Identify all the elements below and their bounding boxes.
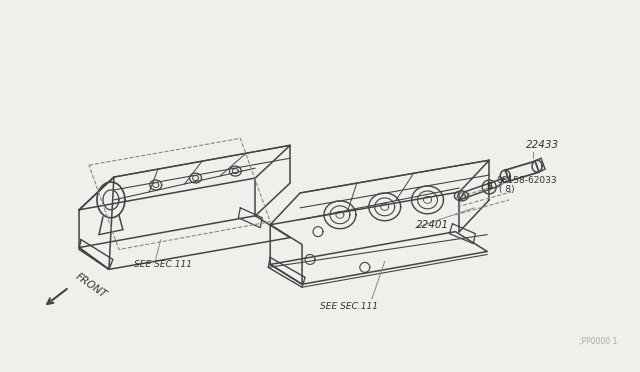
Text: ( 8): ( 8) <box>499 185 515 194</box>
Text: FRONT: FRONT <box>73 271 108 299</box>
Text: B: B <box>486 183 492 192</box>
Text: SEE SEC.111: SEE SEC.111 <box>134 260 192 269</box>
Text: 22433: 22433 <box>526 140 559 150</box>
Text: ;PP0000 1: ;PP0000 1 <box>579 337 617 346</box>
Text: 08158-62033: 08158-62033 <box>496 176 557 185</box>
Text: SEE SEC.111: SEE SEC.111 <box>320 302 378 311</box>
Text: 22401: 22401 <box>415 220 449 230</box>
